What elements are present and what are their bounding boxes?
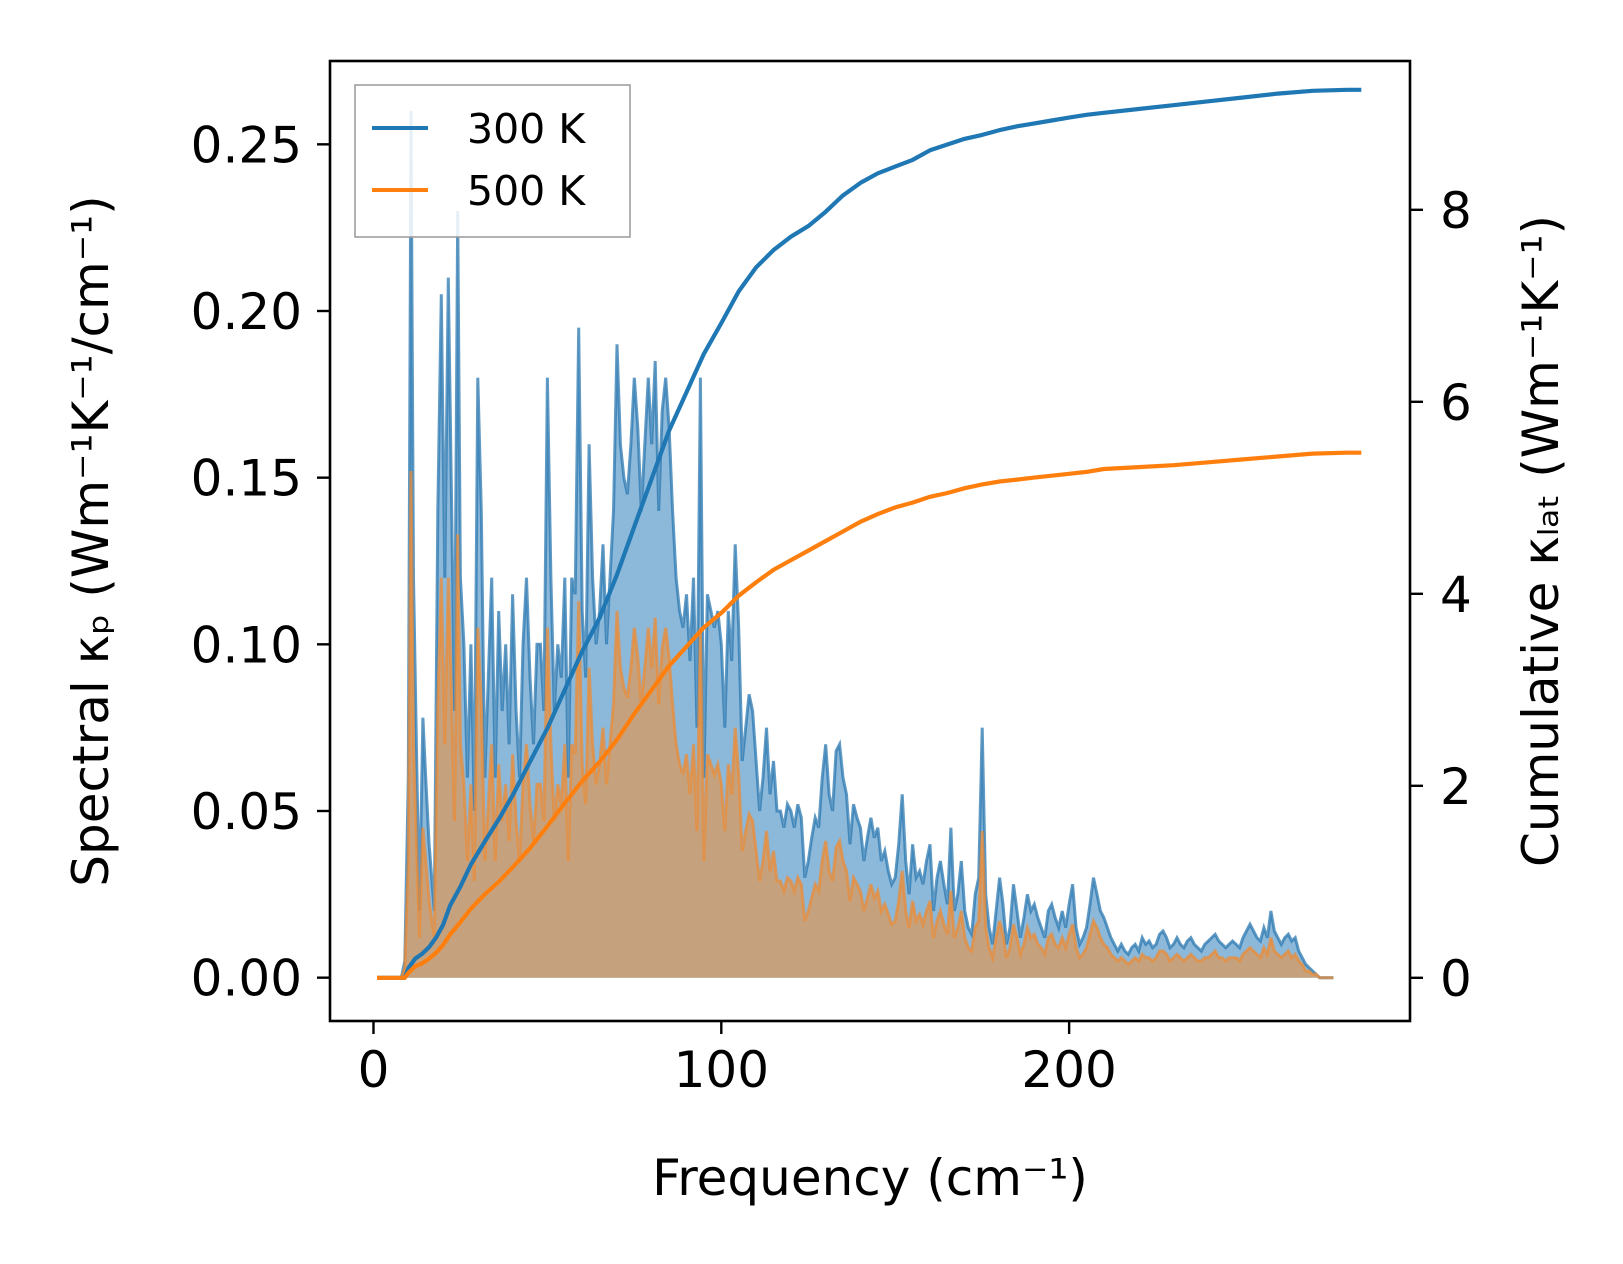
plot-frame bbox=[328, 59, 1412, 1023]
spectral-area-500k bbox=[377, 471, 1334, 978]
line-layer bbox=[377, 87, 1362, 980]
x-axis-title: Frequency (cm⁻¹) bbox=[652, 1149, 1088, 1207]
x-tick-label: 100 bbox=[674, 1041, 769, 1099]
x-axis: 0 100 200 bbox=[358, 1021, 1117, 1099]
y-axis-left: 0.00 0.05 0.10 0.15 0.20 0.25 bbox=[191, 116, 330, 1008]
spectral-line-300k bbox=[377, 110, 1334, 980]
x-tick-label: 0 bbox=[358, 1041, 390, 1099]
y-left-tick-label: 0.00 bbox=[191, 950, 302, 1008]
y-right-tick-label: 8 bbox=[1440, 182, 1472, 240]
spectral-line-500k bbox=[377, 470, 1334, 980]
y-right-tick-label: 4 bbox=[1440, 566, 1472, 624]
legend-label-500k: 500 K bbox=[467, 167, 586, 215]
legend: 300 K 500 K bbox=[354, 84, 631, 238]
x-tick-label: 200 bbox=[1021, 1041, 1116, 1099]
legend-label-300k: 300 K bbox=[467, 105, 586, 153]
y-right-tick-label: 6 bbox=[1440, 374, 1472, 432]
y-axis-right: 0 2 4 6 8 bbox=[1410, 182, 1472, 1008]
y-left-tick-label: 0.05 bbox=[191, 783, 302, 841]
legend-box bbox=[354, 84, 631, 238]
y-left-tick-label: 0.10 bbox=[191, 616, 302, 674]
cumulative-line-500k bbox=[377, 450, 1362, 980]
cumulative-line-300k bbox=[377, 87, 1362, 980]
spectral-fill-layer bbox=[377, 110, 1334, 980]
y-left-tick-label: 0.15 bbox=[191, 450, 302, 508]
y-axis-right-title: Cumulative κₗₐₜ (Wm⁻¹K⁻¹) bbox=[1512, 215, 1570, 867]
y-right-tick-label: 0 bbox=[1440, 950, 1472, 1008]
y-right-tick-label: 2 bbox=[1440, 758, 1472, 816]
y-left-tick-label: 0.20 bbox=[191, 283, 302, 341]
y-left-tick-label: 0.25 bbox=[191, 116, 302, 174]
y-axis-left-title: Spectral κₚ (Wm⁻¹K⁻¹/cm⁻¹) bbox=[62, 195, 120, 886]
